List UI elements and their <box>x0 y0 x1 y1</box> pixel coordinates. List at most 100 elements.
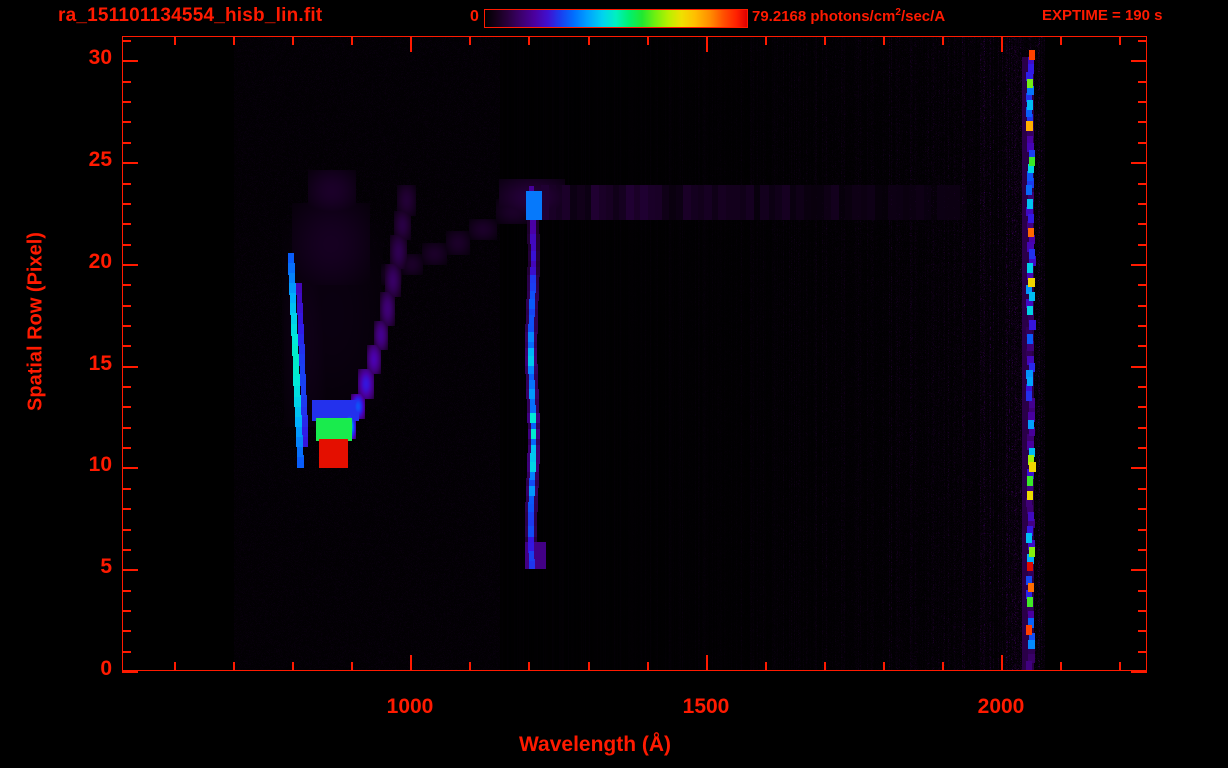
y-tick-minor <box>122 203 131 205</box>
y-tick-minor-right <box>1138 508 1147 510</box>
x-tick-label: 1000 <box>386 695 434 718</box>
x-tick-minor-top <box>1119 36 1121 45</box>
y-tick-minor-right <box>1138 81 1147 83</box>
x-tick-minor-top <box>351 36 353 45</box>
x-tick-major-top <box>1001 36 1003 52</box>
x-tick-minor-top <box>765 36 767 45</box>
x-tick-minor-top <box>174 36 176 45</box>
y-tick-minor-right <box>1138 630 1147 632</box>
spectrogram-image <box>123 37 1146 670</box>
y-tick-major-right <box>1131 671 1147 673</box>
y-tick-minor <box>122 630 131 632</box>
x-tick-major-top <box>410 36 412 52</box>
y-tick-minor-right <box>1138 406 1147 408</box>
x-tick-minor-top <box>942 36 944 45</box>
y-tick-minor <box>122 40 131 42</box>
y-tick-minor <box>122 284 131 286</box>
y-tick-major <box>122 671 138 673</box>
y-tick-minor-right <box>1138 121 1147 123</box>
y-tick-major <box>122 569 138 571</box>
x-tick-minor <box>647 662 649 671</box>
y-tick-label: 5 <box>100 555 112 578</box>
y-tick-major <box>122 60 138 62</box>
x-tick-major <box>1001 655 1003 671</box>
y-tick-minor <box>122 406 131 408</box>
y-tick-major-right <box>1131 467 1147 469</box>
x-tick-minor-top <box>824 36 826 45</box>
y-tick-minor-right <box>1138 142 1147 144</box>
y-tick-minor <box>122 142 131 144</box>
y-tick-major-right <box>1131 60 1147 62</box>
x-tick-minor <box>351 662 353 671</box>
x-tick-minor <box>942 662 944 671</box>
y-tick-minor <box>122 183 131 185</box>
y-tick-minor <box>122 590 131 592</box>
x-tick-minor <box>883 662 885 671</box>
x-tick-minor <box>292 662 294 671</box>
x-tick-minor <box>1060 662 1062 671</box>
colorbar-max-label: 79.2168 photons/cm2/sec/A <box>752 7 945 25</box>
y-tick-major-right <box>1131 162 1147 164</box>
y-tick-minor <box>122 549 131 551</box>
colorbar-unit-exponent: 2 <box>895 7 901 18</box>
x-tick-minor <box>469 662 471 671</box>
x-tick-minor-top <box>1060 36 1062 45</box>
y-tick-minor-right <box>1138 549 1147 551</box>
y-tick-minor-right <box>1138 447 1147 449</box>
y-tick-minor <box>122 345 131 347</box>
y-tick-label: 25 <box>88 148 112 171</box>
y-tick-major-right <box>1131 264 1147 266</box>
x-tick-minor <box>174 662 176 671</box>
y-tick-major <box>122 366 138 368</box>
colorbar <box>484 9 748 28</box>
y-tick-minor-right <box>1138 305 1147 307</box>
y-tick-minor <box>122 488 131 490</box>
x-tick-minor-top <box>883 36 885 45</box>
x-tick-minor-top <box>528 36 530 45</box>
y-tick-major-right <box>1131 366 1147 368</box>
y-tick-minor <box>122 325 131 327</box>
y-tick-minor <box>122 81 131 83</box>
exptime-label: EXPTIME = 190 s <box>1042 7 1163 24</box>
x-tick-minor-top <box>233 36 235 45</box>
x-tick-minor-top <box>292 36 294 45</box>
y-tick-minor-right <box>1138 101 1147 103</box>
x-tick-major-top <box>706 36 708 52</box>
y-tick-minor-right <box>1138 183 1147 185</box>
y-tick-minor-right <box>1138 529 1147 531</box>
y-tick-minor <box>122 610 131 612</box>
x-tick-label: 1500 <box>682 695 730 718</box>
y-tick-minor <box>122 223 131 225</box>
y-tick-minor-right <box>1138 386 1147 388</box>
y-tick-minor <box>122 101 131 103</box>
x-tick-minor <box>824 662 826 671</box>
y-tick-major-right <box>1131 569 1147 571</box>
x-tick-minor-top <box>469 36 471 45</box>
y-tick-label: 10 <box>88 453 112 476</box>
x-tick-major <box>410 655 412 671</box>
colorbar-min-label: 0 <box>470 8 479 25</box>
y-tick-minor <box>122 529 131 531</box>
y-tick-minor-right <box>1138 427 1147 429</box>
colorbar-max-value: 79.2168 photons/cm <box>752 8 896 25</box>
y-tick-minor <box>122 386 131 388</box>
x-tick-minor <box>765 662 767 671</box>
y-tick-minor <box>122 244 131 246</box>
y-axis-label: Spatial Row (Pixel) <box>24 232 47 411</box>
y-tick-minor-right <box>1138 203 1147 205</box>
x-tick-label: 2000 <box>977 695 1025 718</box>
plot-frame <box>122 36 1147 671</box>
y-tick-minor-right <box>1138 284 1147 286</box>
y-tick-label: 20 <box>88 250 112 273</box>
y-tick-minor-right <box>1138 244 1147 246</box>
x-tick-major <box>706 655 708 671</box>
y-tick-major <box>122 264 138 266</box>
y-tick-major <box>122 162 138 164</box>
y-tick-minor-right <box>1138 223 1147 225</box>
y-tick-label: 0 <box>100 657 112 680</box>
y-tick-minor <box>122 447 131 449</box>
x-tick-minor <box>233 662 235 671</box>
y-tick-minor <box>122 508 131 510</box>
x-tick-minor-top <box>647 36 649 45</box>
